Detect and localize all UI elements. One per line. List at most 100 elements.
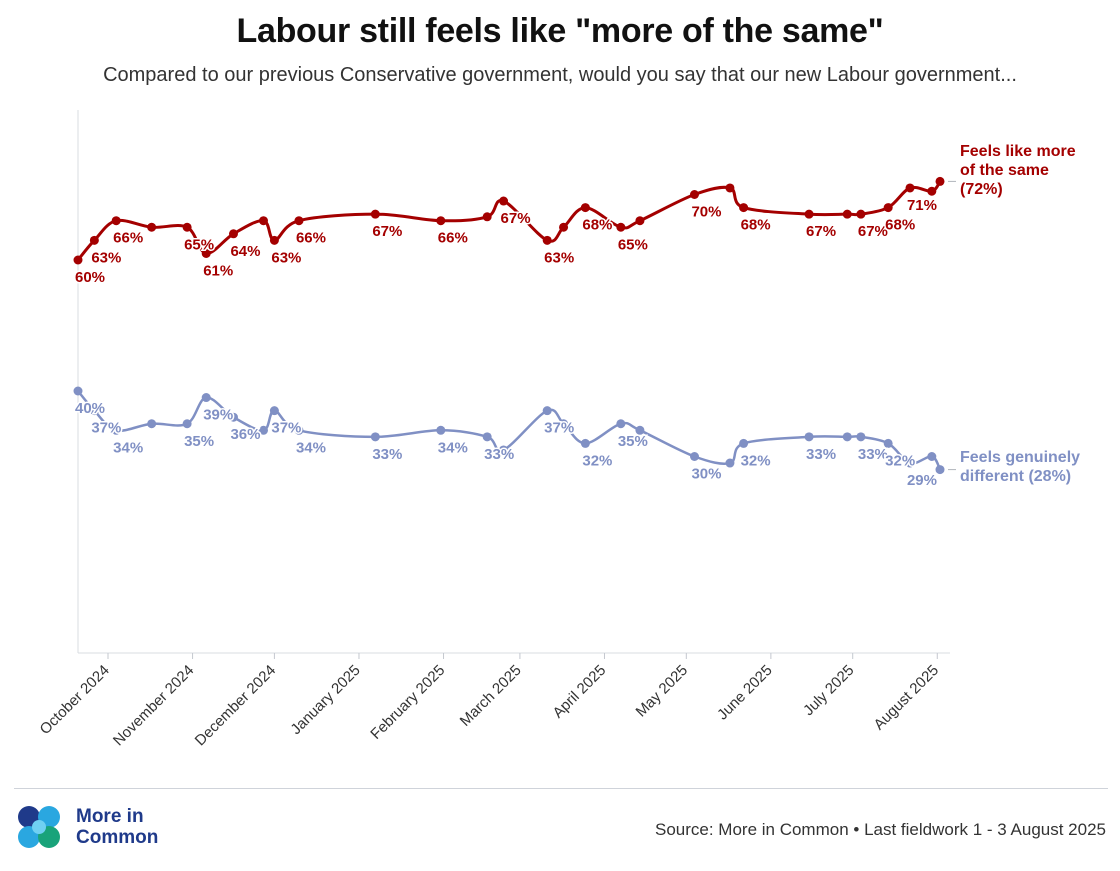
data-point bbox=[482, 212, 492, 222]
data-point bbox=[499, 196, 509, 206]
data-point bbox=[689, 190, 699, 199]
data-label: 37% bbox=[91, 420, 121, 437]
chart-title: Labour still feels like "more of the sam… bbox=[236, 12, 884, 50]
series-legend-label: Feels like more bbox=[960, 143, 1076, 160]
data-label: 68% bbox=[885, 217, 915, 234]
data-point bbox=[905, 458, 915, 468]
data-point bbox=[269, 235, 279, 245]
data-label: 34% bbox=[113, 439, 143, 456]
data-point bbox=[370, 209, 380, 219]
data-label: 70% bbox=[691, 204, 721, 221]
data-point bbox=[883, 203, 893, 213]
data-point bbox=[616, 222, 626, 232]
data-point bbox=[739, 203, 749, 213]
data-label: 40% bbox=[75, 400, 105, 417]
footer-divider bbox=[14, 788, 1108, 789]
logo-circle-center bbox=[32, 820, 46, 834]
data-label: 33% bbox=[484, 446, 514, 463]
x-tick-label: May 2025 bbox=[633, 662, 692, 721]
data-point bbox=[269, 406, 279, 416]
brand-line-1: More in bbox=[76, 806, 144, 827]
data-label: 63% bbox=[271, 249, 301, 266]
x-tick-label: June 2025 bbox=[714, 662, 776, 724]
x-tick-label: October 2024 bbox=[37, 662, 113, 738]
data-point bbox=[228, 412, 238, 422]
x-tick-label: March 2025 bbox=[457, 662, 525, 730]
data-label: 66% bbox=[296, 230, 326, 247]
data-point bbox=[73, 386, 83, 396]
data-point bbox=[89, 235, 99, 245]
data-point bbox=[935, 465, 945, 475]
data-label: 34% bbox=[296, 439, 326, 456]
data-point bbox=[739, 438, 749, 448]
x-tick-label: July 2025 bbox=[800, 662, 857, 719]
data-label: 32% bbox=[885, 452, 915, 469]
x-tick-label: August 2025 bbox=[871, 662, 943, 734]
data-point bbox=[436, 425, 446, 435]
data-point bbox=[111, 425, 121, 435]
data-point bbox=[542, 235, 552, 245]
data-label: 63% bbox=[544, 249, 574, 266]
data-point bbox=[201, 248, 211, 258]
data-point bbox=[635, 216, 645, 226]
data-point bbox=[111, 216, 121, 226]
data-point bbox=[482, 432, 492, 442]
data-point bbox=[147, 222, 157, 232]
data-label: 37% bbox=[271, 420, 301, 437]
data-point bbox=[73, 255, 83, 265]
data-label: 36% bbox=[230, 426, 260, 443]
data-label: 32% bbox=[741, 452, 771, 469]
data-label: 65% bbox=[618, 236, 648, 253]
data-label: 65% bbox=[184, 236, 214, 253]
data-label: 35% bbox=[184, 433, 214, 450]
x-tick-label: April 2025 bbox=[550, 662, 610, 722]
series-legend-label: Feels genuinely bbox=[960, 449, 1080, 466]
data-label: 67% bbox=[501, 210, 531, 227]
data-point bbox=[905, 183, 915, 193]
x-tick-label: November 2024 bbox=[110, 662, 197, 749]
data-label: 67% bbox=[858, 223, 888, 240]
data-point bbox=[559, 419, 569, 429]
data-label: 33% bbox=[372, 446, 402, 463]
chart-subtitle: Compared to our previous Conservative go… bbox=[103, 64, 1017, 86]
data-point bbox=[542, 406, 552, 416]
data-point bbox=[559, 222, 569, 232]
data-point bbox=[258, 216, 268, 226]
data-point bbox=[927, 186, 937, 196]
data-label: 66% bbox=[113, 230, 143, 247]
data-label: 34% bbox=[438, 439, 468, 456]
data-point bbox=[147, 419, 157, 429]
series-legend-label: different (28%) bbox=[960, 468, 1071, 485]
data-label: 39% bbox=[203, 407, 233, 424]
data-label: 33% bbox=[806, 446, 836, 463]
data-point bbox=[725, 183, 735, 193]
data-label: 68% bbox=[741, 217, 771, 234]
data-point bbox=[182, 419, 192, 429]
series-legend-label: of the same bbox=[960, 162, 1049, 179]
data-label: 37% bbox=[544, 420, 574, 437]
data-point bbox=[580, 203, 590, 213]
data-point bbox=[842, 432, 852, 442]
x-tick-label: February 2025 bbox=[367, 662, 448, 743]
data-point bbox=[294, 425, 304, 435]
data-point bbox=[689, 452, 699, 461]
data-point bbox=[436, 216, 446, 226]
data-label: 66% bbox=[438, 230, 468, 247]
x-tick-label: January 2025 bbox=[287, 662, 363, 738]
data-label: 68% bbox=[582, 217, 612, 234]
data-point bbox=[201, 393, 211, 403]
data-point bbox=[804, 432, 814, 442]
data-point bbox=[842, 209, 852, 219]
data-label: 32% bbox=[582, 452, 612, 469]
data-point bbox=[228, 229, 238, 239]
more-in-common-logo-icon bbox=[18, 806, 60, 848]
data-label: 30% bbox=[691, 466, 721, 483]
x-tick-label: December 2024 bbox=[192, 662, 279, 749]
data-label: 67% bbox=[806, 223, 836, 240]
data-point bbox=[370, 432, 380, 442]
data-point bbox=[258, 425, 268, 435]
source-note: Source: More in Common • Last fieldwork … bbox=[654, 820, 1106, 839]
data-point bbox=[182, 222, 192, 232]
data-label: 61% bbox=[203, 262, 233, 279]
